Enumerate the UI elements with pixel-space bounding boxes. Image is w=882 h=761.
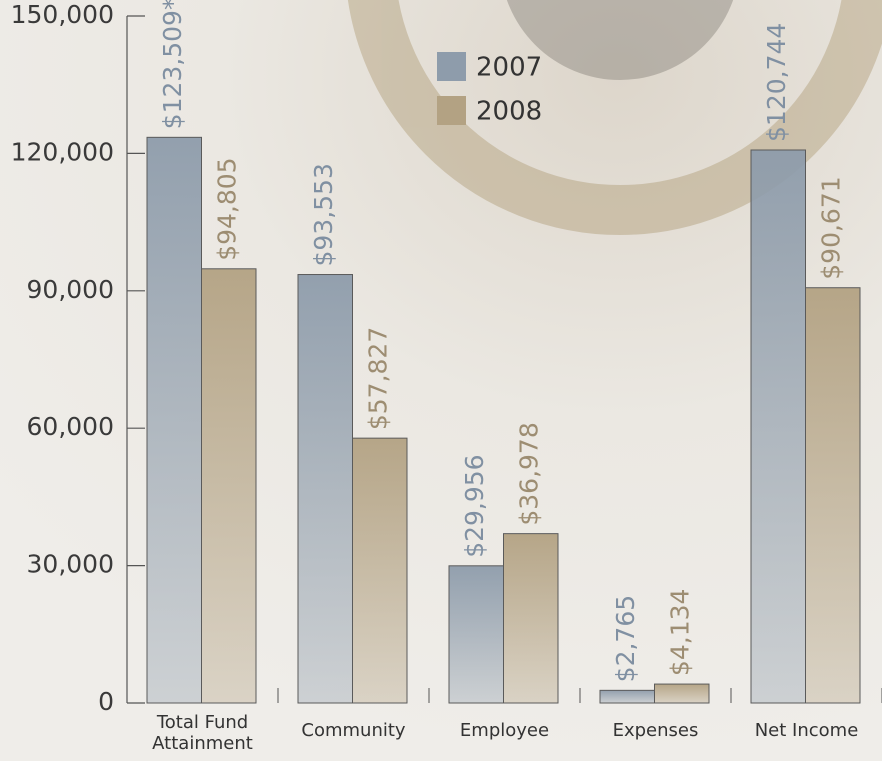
x-label-box: Total Fund Attainment — [152, 712, 253, 754]
value-label: $57,827 — [364, 327, 393, 430]
x-tick-label: Total Fund Attainment — [152, 712, 253, 754]
x-tick-label: Expenses — [612, 720, 699, 741]
x-tick-label: Community — [301, 720, 406, 741]
bar — [146, 136, 202, 704]
value-label: $90,671 — [817, 176, 846, 279]
value-label: $36,978 — [515, 422, 544, 525]
legend-label: 2007 — [476, 53, 542, 83]
legend-label: 2008 — [476, 97, 542, 127]
legend-swatch — [437, 52, 466, 81]
bar — [599, 689, 655, 704]
legend-swatch — [437, 96, 466, 125]
bar — [448, 565, 504, 704]
bar — [352, 437, 408, 704]
y-tick-label: 120,000 — [11, 137, 114, 166]
x-label-box: Net Income — [754, 720, 859, 741]
value-label: $94,805 — [213, 157, 242, 260]
x-label-box: Employee — [459, 720, 550, 741]
y-tick-label: 30,000 — [27, 550, 114, 579]
x-tick-label: Net Income — [754, 720, 859, 741]
value-label: $4,134 — [666, 589, 695, 676]
value-label: $120,744 — [762, 23, 791, 142]
gear-decoration — [348, 0, 882, 235]
bar — [750, 149, 806, 704]
bar — [201, 268, 257, 704]
bar — [654, 683, 710, 704]
x-tick-label: Employee — [459, 720, 550, 741]
y-tick-label: 150,000 — [11, 0, 114, 29]
y-tick-label: 60,000 — [27, 412, 114, 441]
x-label-box: Community — [301, 720, 406, 741]
x-label-box: Expenses — [612, 720, 699, 741]
value-label: $123,509* — [158, 0, 187, 129]
y-tick-label: 90,000 — [27, 275, 114, 304]
value-label: $2,765 — [611, 595, 640, 682]
bar — [297, 274, 353, 704]
y-tick-label: 0 — [98, 687, 114, 716]
value-label: $93,553 — [309, 163, 338, 266]
bar — [805, 287, 861, 704]
bar — [503, 533, 559, 704]
value-label: $29,956 — [460, 454, 489, 557]
